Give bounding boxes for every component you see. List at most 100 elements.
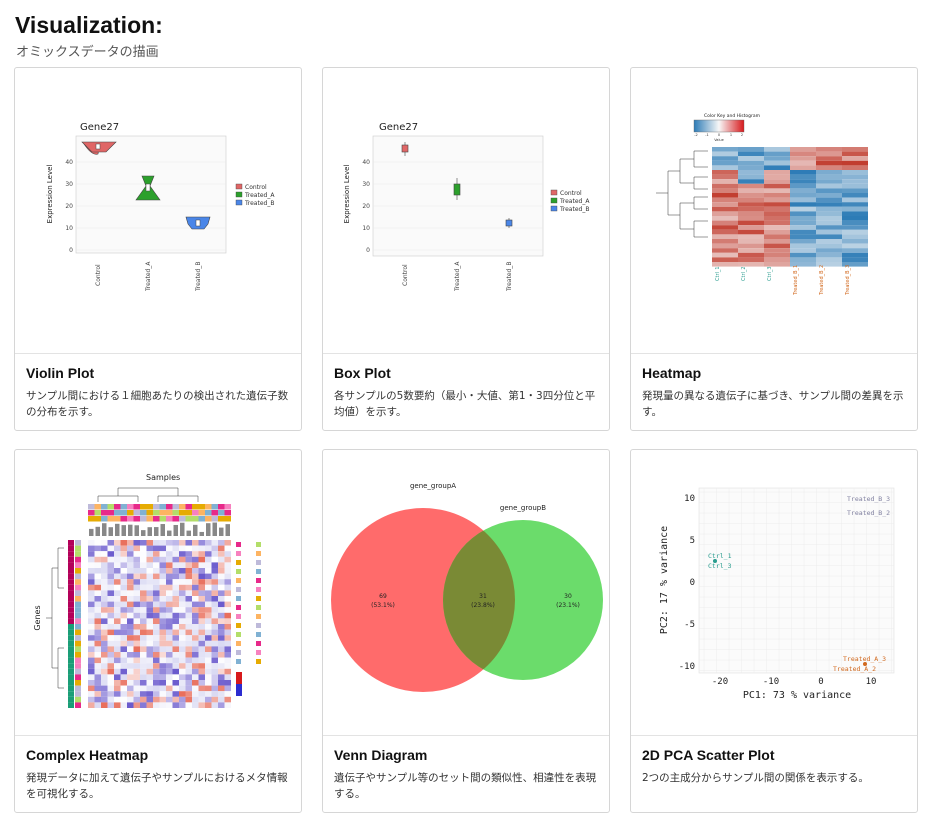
card-pca-scatter[interactable]: 10 5 0 -5 -10 -20 -10 0 10 PC1: 73 % var…: [630, 449, 918, 813]
heatmap-cell: [712, 233, 738, 239]
heatmap-cell: [205, 612, 212, 618]
heatmap-cell: [127, 567, 134, 574]
annotation-cell: [75, 668, 81, 674]
heatmap-cell: [218, 561, 225, 568]
heatmap-cell: [790, 224, 816, 230]
card-description: 各サンプルの5数要約（最小・大値、第1・3四分位と平均値）を示す。: [334, 390, 596, 418]
annotation-cell: [224, 515, 231, 521]
heatmap-cell: [179, 662, 186, 669]
heatmap-cell: [198, 668, 205, 674]
svg-text:-2: -2: [694, 133, 698, 137]
heatmap-cell: [198, 701, 205, 708]
heatmap-cell: [790, 160, 816, 165]
heatmap-cell: [127, 701, 134, 708]
complex-heatmap-ylabel: Genes: [33, 605, 42, 630]
heatmap-cell: [205, 539, 212, 546]
box-ylabel: Expression Level: [343, 164, 351, 223]
heatmap-cell: [192, 595, 199, 602]
heatmap-cell: [179, 629, 186, 635]
annotation-cell: [218, 515, 225, 521]
heatmap-cell: [166, 573, 173, 579]
heatmap-cell: [127, 595, 134, 602]
card-complex-heatmap[interactable]: Samples Genes Complex Heatmap 発現データに加えて遺…: [14, 449, 302, 813]
heatmap-cell: [153, 634, 160, 641]
annotation-cell: [75, 640, 81, 646]
venn-only-b-count: 30: [564, 593, 572, 600]
heatmap-cell: [88, 662, 95, 669]
heatmap-cell: [133, 657, 140, 663]
annotation-cell: [75, 634, 81, 641]
heatmap-cell: [185, 668, 192, 674]
heatmap-cell: [842, 247, 868, 253]
heatmap-cell: [140, 567, 147, 574]
heatmap-cell: [101, 696, 108, 702]
legend-swatch: [256, 658, 261, 664]
heatmap-cell: [842, 160, 868, 165]
heatmap-cell: [218, 573, 225, 579]
card-violin-plot[interactable]: Gene27 0 10 20 30 40 Expression Level: [14, 67, 302, 431]
heatmap-cell: [114, 690, 121, 697]
heatmap-cell: [764, 220, 790, 225]
heatmap-cell: [114, 595, 121, 602]
heatmap-cell: [172, 573, 179, 579]
annotation-cell: [75, 550, 81, 557]
venn-set-a-label: gene_groupA: [410, 482, 456, 490]
heatmap-cell: [114, 679, 121, 686]
pca-image: 10 5 0 -5 -10 -20 -10 0 10 PC1: 73 % var…: [659, 487, 895, 701]
card-heatmap[interactable]: Color Key and Histogram -2 -1 0 1 2 Valu…: [630, 67, 918, 431]
heatmap-cell: [140, 662, 147, 669]
heatmap-cell: [816, 187, 842, 193]
box-legend-item: Control: [560, 190, 582, 197]
heatmap-cell: [88, 601, 95, 607]
heatmap-cell: [790, 155, 816, 161]
heatmap-cell: [842, 243, 868, 248]
annotation-cell: [159, 509, 166, 515]
heatmap-cell: [101, 662, 108, 669]
heatmap-cell: [738, 146, 764, 152]
annotation-cell: [198, 509, 205, 515]
annotation-cell: [133, 509, 140, 515]
heatmap-cell: [712, 201, 738, 207]
heatmap-cell: [172, 556, 179, 562]
annotation-cell: [68, 567, 74, 574]
card-venn-diagram[interactable]: gene_groupA gene_groupB 69 (53.1%) 31 (2…: [322, 449, 610, 813]
heatmap-cell: [192, 629, 199, 635]
heatmap-cell: [120, 595, 127, 602]
heatmap-cell: [140, 595, 147, 602]
annotation-cell: [68, 578, 74, 585]
heatmap-cell: [790, 146, 816, 152]
heatmap-cell: [172, 584, 179, 590]
heatmap-cell: [172, 545, 179, 551]
box-ytick: 20: [362, 203, 370, 210]
heatmap-cell: [120, 578, 127, 585]
card-box-plot[interactable]: Gene27 0 10 20 30 40 Expression Level: [322, 67, 610, 431]
heatmap-cell: [842, 187, 868, 193]
heatmap-sample-label: Treated_B_3: [845, 264, 851, 295]
heatmap-cell: [101, 685, 108, 691]
heatmap-cell: [94, 612, 101, 618]
annotation-cell: [224, 509, 231, 515]
heatmap-cell: [127, 617, 134, 624]
heatmap-cell: [166, 612, 173, 618]
heatmap-cell: [107, 578, 114, 585]
heatmap-cell: [127, 573, 134, 579]
heatmap-sample-label: Ctrl_1: [715, 266, 721, 281]
pca-point-label: Treated_A_2: [833, 665, 876, 673]
heatmap-cell: [133, 673, 140, 680]
heatmap-cell: [816, 247, 842, 253]
heatmap-cell: [159, 601, 166, 607]
heatmap-cell: [179, 595, 186, 602]
legend-swatch: [236, 622, 241, 628]
heatmap-cell: [218, 556, 225, 562]
heatmap-cell: [179, 673, 186, 680]
heatmap-cell: [159, 651, 166, 658]
heatmap-cell: [94, 657, 101, 663]
heatmap-cell: [94, 601, 101, 607]
heatmap-cell: [146, 606, 153, 613]
heatmap-cell: [127, 584, 134, 590]
heatmap-cell: [172, 606, 179, 613]
heatmap-cell: [764, 206, 790, 211]
annotation-cell: [75, 573, 81, 579]
heatmap-cell: [790, 201, 816, 207]
legend-swatch: [256, 631, 261, 637]
